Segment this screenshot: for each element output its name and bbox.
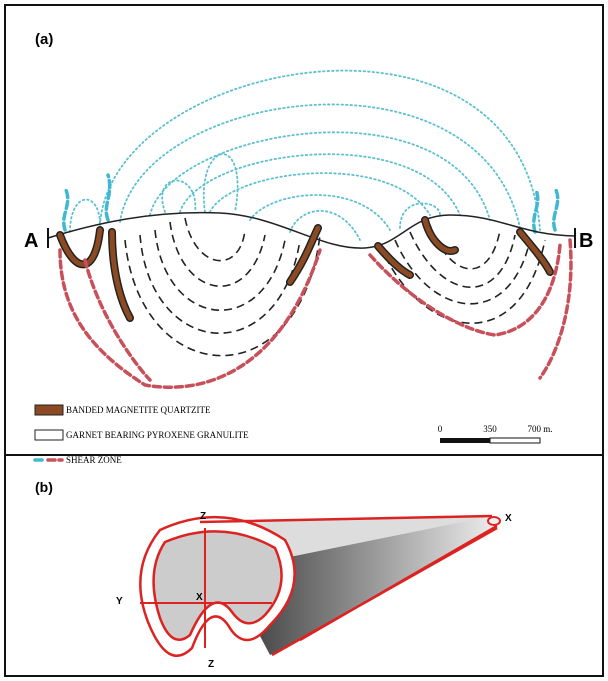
legend-text: BANDED MAGNETITE QUARTZITE — [66, 405, 211, 415]
scale-label: 350 — [483, 424, 497, 434]
scale-label: 0 — [438, 424, 443, 434]
scale-segment — [490, 438, 540, 443]
axis-label: Y — [116, 596, 123, 607]
shear-zone-top — [64, 71, 558, 240]
folds — [125, 218, 545, 356]
fold-cone — [140, 516, 500, 656]
panel-label: (a) — [35, 31, 53, 48]
scale-label: 700 m. — [527, 424, 552, 434]
scale-bar: 0 350 700 m. — [438, 424, 553, 443]
figure: (a) — [0, 0, 608, 681]
axis-label: X — [505, 513, 512, 524]
axis-label: Z — [208, 659, 214, 670]
legend-text: SHEAR ZONE — [66, 455, 122, 465]
legend-text: GARNET BEARING PYROXENE GRANULITE — [66, 430, 249, 440]
legend-swatch — [35, 430, 63, 440]
shear-zone-bottom — [60, 240, 571, 387]
scale-segment — [440, 438, 490, 443]
legend-swatch — [35, 405, 63, 415]
axis-label: X — [196, 592, 203, 603]
section-end-label: A — [24, 230, 38, 252]
axis-label: Z — [200, 511, 206, 522]
panel-label: (b) — [35, 479, 53, 495]
section-end-label: B — [579, 230, 593, 252]
